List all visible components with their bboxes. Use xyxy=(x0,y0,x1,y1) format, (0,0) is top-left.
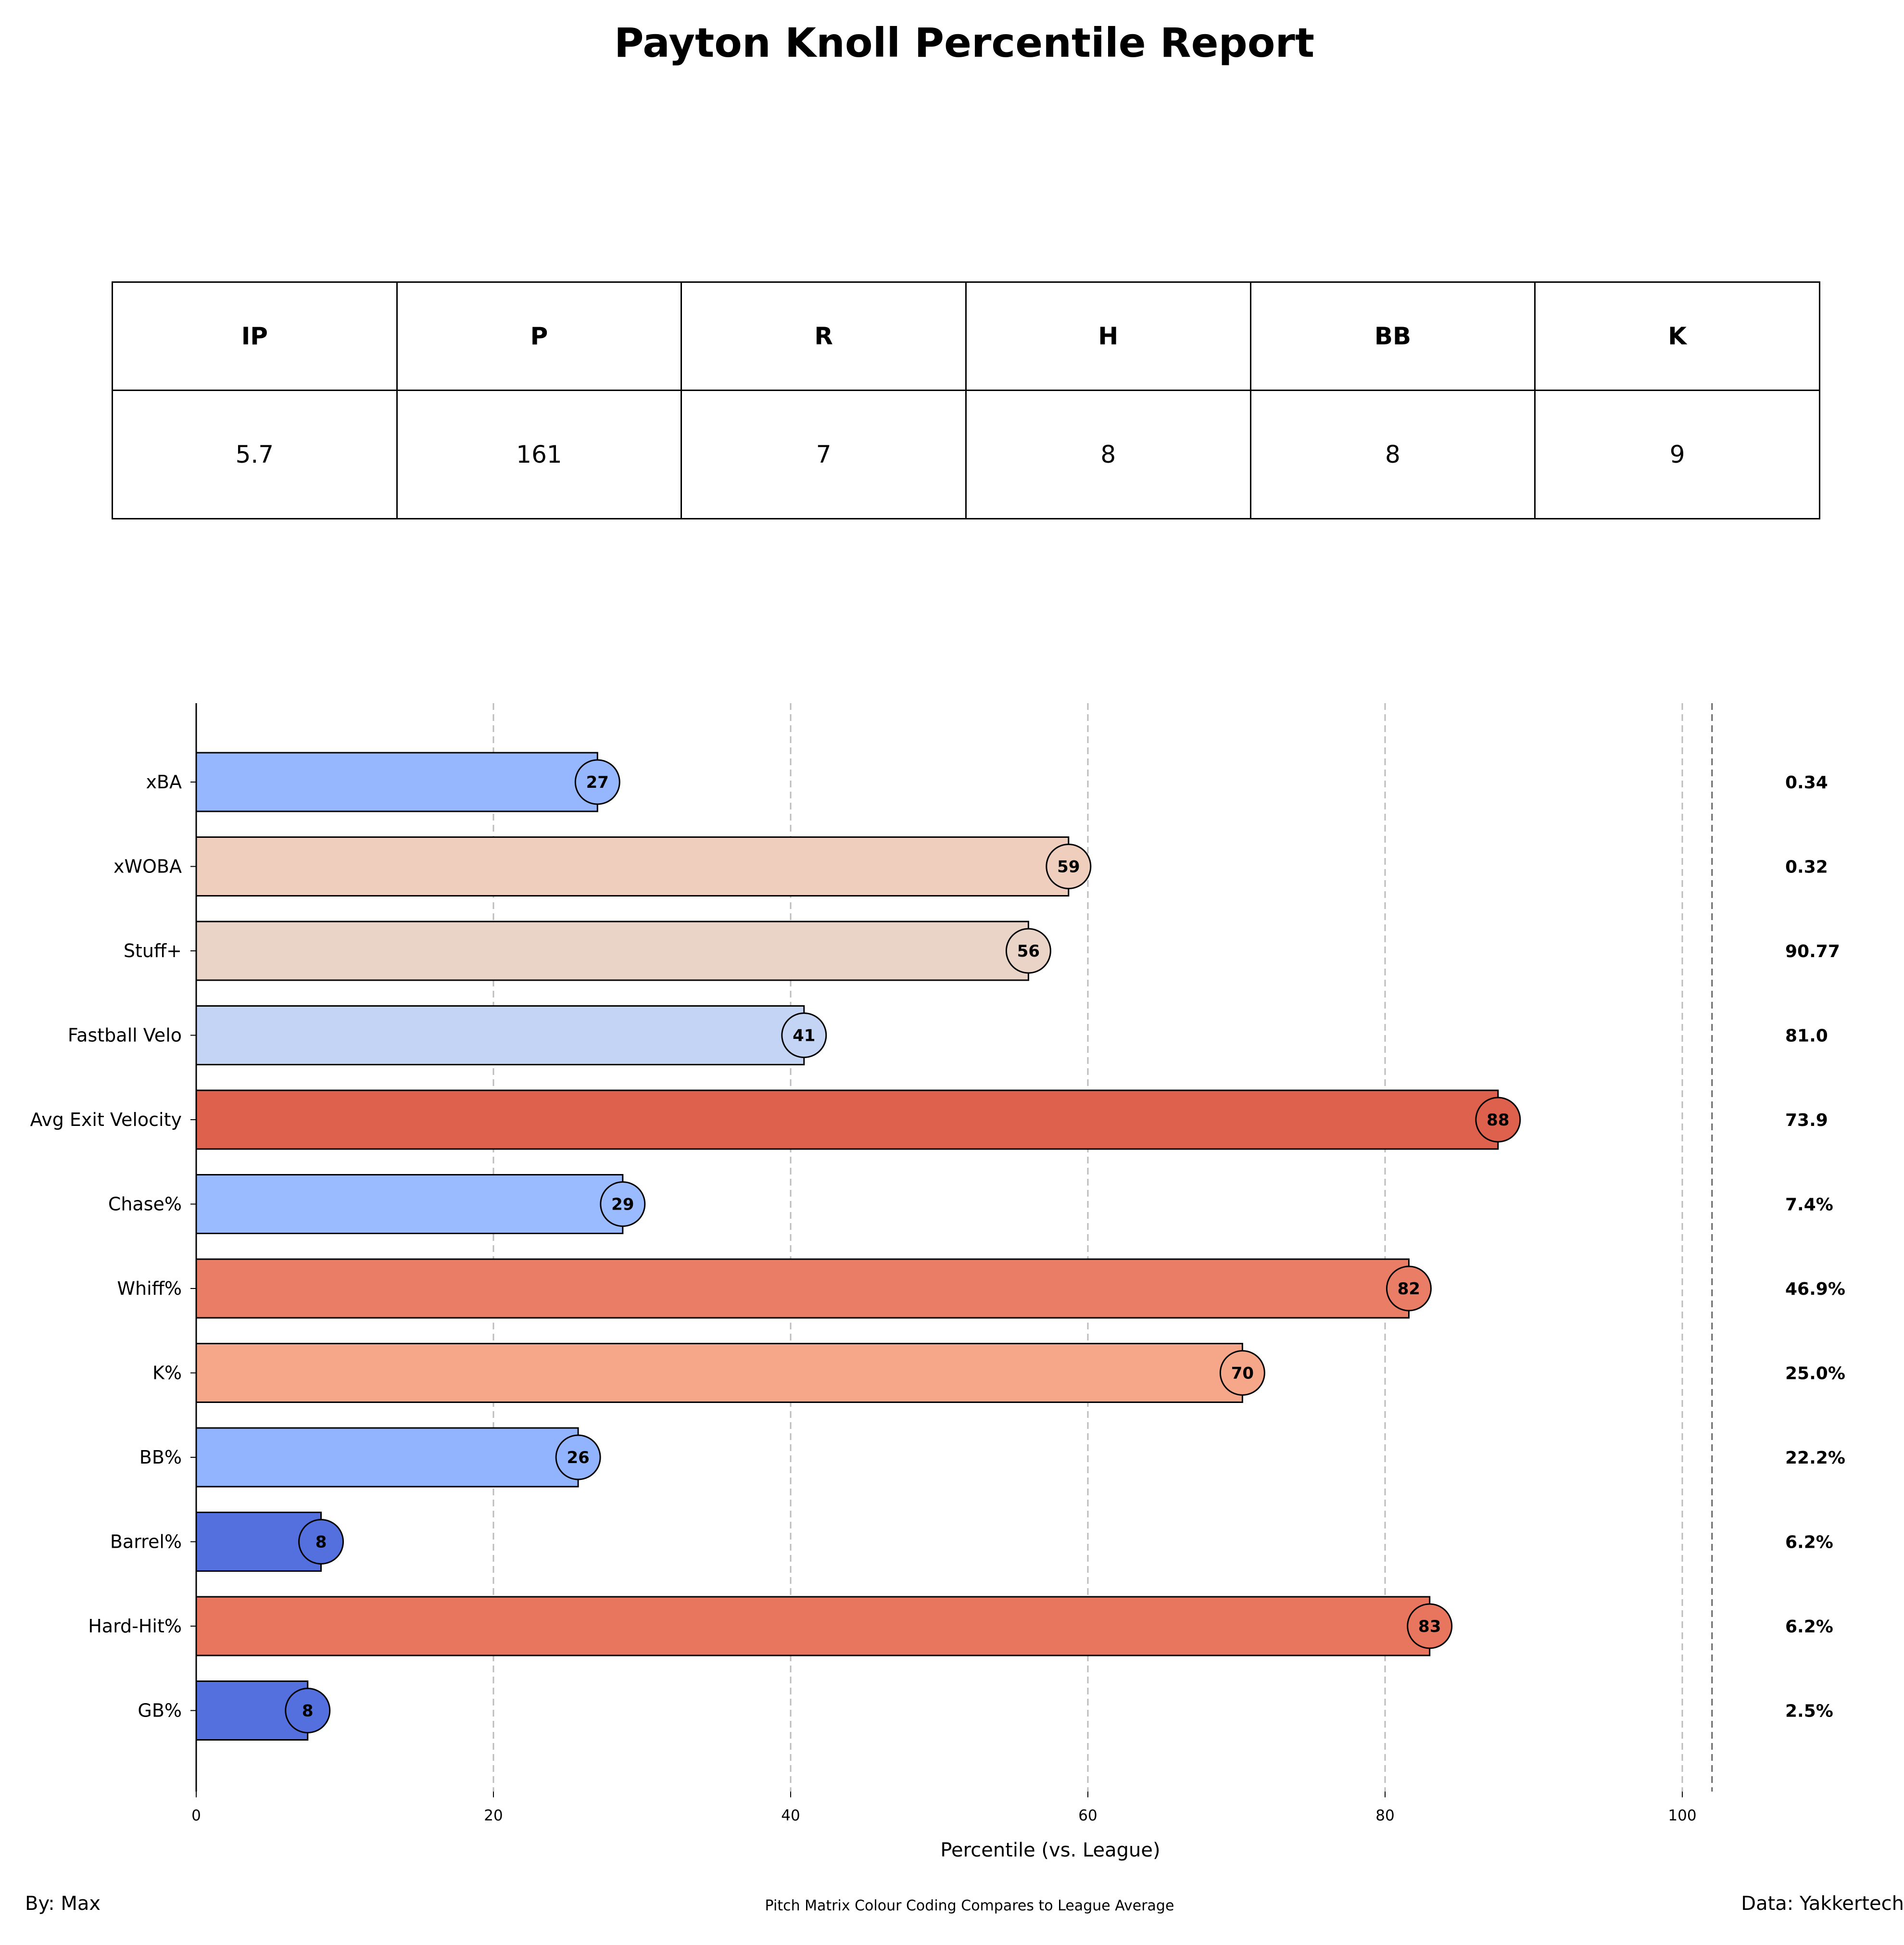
y-label-gb-: GB% xyxy=(138,1700,182,1721)
percentile-label-whiff-: 82 xyxy=(1398,1279,1420,1299)
percentile-marker-xwoba xyxy=(1046,844,1092,889)
y-label-avg-exit-velocity: Avg Exit Velocity xyxy=(30,1109,182,1130)
bar-xwoba xyxy=(195,836,1070,897)
percentile-label-k-: 70 xyxy=(1231,1364,1254,1383)
raw-value-fastball-velo: 81.0 xyxy=(1785,1026,1828,1046)
footer-source: Data: Yakkertech xyxy=(1741,1893,1904,1915)
x-tick-label-80: 80 xyxy=(1375,1807,1394,1824)
x-tick-label-40: 40 xyxy=(781,1807,800,1824)
percentile-label-avg-exit-velocity: 88 xyxy=(1487,1111,1509,1130)
raw-value-whiff-: 46.9% xyxy=(1785,1279,1845,1299)
bar-whiff- xyxy=(195,1258,1410,1319)
percentile-marker-hard-hit- xyxy=(1407,1603,1453,1649)
percentile-label-barrel-: 8 xyxy=(315,1533,327,1552)
stats-value-k: 9 xyxy=(1534,390,1820,519)
bar-stuff- xyxy=(195,921,1029,981)
percentile-marker-avg-exit-velocity xyxy=(1475,1097,1521,1143)
percentile-marker-xba xyxy=(574,759,620,805)
stats-value-h: 8 xyxy=(965,390,1251,519)
percentile-label-fastball-velo: 41 xyxy=(793,1026,815,1046)
raw-value-k-: 25.0% xyxy=(1785,1364,1845,1384)
raw-value-avg-exit-velocity: 73.9 xyxy=(1785,1111,1828,1130)
stats-value-bb: 8 xyxy=(1249,390,1536,519)
y-label-barrel-: Barrel% xyxy=(110,1531,182,1553)
stats-table: IP P R H BB K 5.7 161 7 8 8 9 xyxy=(112,281,1820,519)
percentile-label-chase-: 29 xyxy=(611,1195,634,1214)
y-label-xba: xBA xyxy=(146,771,182,793)
percentile-label-xwoba: 59 xyxy=(1057,858,1080,877)
stats-header-ip: IP xyxy=(112,281,398,391)
footer-credit: By: Max xyxy=(25,1893,101,1915)
bar-fastball-velo xyxy=(195,1005,805,1065)
percentile-marker-bb- xyxy=(555,1434,601,1480)
y-label-fastball-velo: Fastball Velo xyxy=(68,1025,182,1046)
x-tick-label-100: 100 xyxy=(1668,1807,1696,1824)
footer-note: Pitch Matrix Colour Coding Compares to L… xyxy=(765,1897,1174,1914)
stats-value-p: 161 xyxy=(396,390,682,519)
bar-hard-hit- xyxy=(195,1596,1431,1656)
percentile-marker-chase- xyxy=(600,1181,646,1227)
bar-xba xyxy=(195,752,598,812)
x-tick-label-20: 20 xyxy=(484,1807,503,1824)
percentile-label-hard-hit-: 83 xyxy=(1418,1617,1441,1636)
percentile-marker-k- xyxy=(1219,1350,1265,1396)
stats-header-h: H xyxy=(965,281,1251,391)
stats-value-r: 7 xyxy=(681,390,967,519)
raw-value-xba: 0.34 xyxy=(1785,773,1828,793)
raw-value-chase-: 7.4% xyxy=(1785,1195,1833,1215)
raw-value-bb-: 22.2% xyxy=(1785,1448,1845,1468)
stats-header-row: IP P R H BB K xyxy=(112,281,1820,391)
bar-k- xyxy=(195,1343,1243,1403)
percentile-marker-fastball-velo xyxy=(781,1012,827,1058)
raw-value-hard-hit-: 6.2% xyxy=(1785,1617,1833,1637)
x-tick-label-60: 60 xyxy=(1078,1807,1097,1824)
stats-header-p: P xyxy=(396,281,682,391)
raw-value-xwoba: 0.32 xyxy=(1785,858,1828,877)
stats-value-row: 5.7 161 7 8 8 9 xyxy=(112,390,1820,519)
percentile-marker-gb- xyxy=(285,1688,331,1733)
percentile-label-stuff-: 56 xyxy=(1017,942,1040,961)
x-axis-title: Percentile (vs. League) xyxy=(940,1839,1160,1861)
stats-header-r: R xyxy=(681,281,967,391)
report-title: Payton Knoll Percentile Report xyxy=(614,19,1315,66)
percentile-marker-whiff- xyxy=(1386,1265,1432,1312)
raw-value-gb-: 2.5% xyxy=(1785,1702,1833,1721)
y-label-chase-: Chase% xyxy=(108,1194,182,1215)
stats-header-bb: BB xyxy=(1249,281,1536,391)
y-label-bb-: BB% xyxy=(139,1447,182,1468)
stats-header-k: K xyxy=(1534,281,1820,391)
y-label-k-: K% xyxy=(152,1363,182,1384)
y-label-xwoba: xWOBA xyxy=(113,856,182,877)
percentile-label-gb-: 8 xyxy=(302,1702,314,1721)
percentile-marker-barrel- xyxy=(298,1519,344,1565)
percentile-label-bb-: 26 xyxy=(567,1448,589,1467)
bar-avg-exit-velocity xyxy=(195,1089,1499,1150)
percentile-label-xba: 27 xyxy=(586,773,609,792)
y-label-whiff-: Whiff% xyxy=(117,1278,182,1299)
stats-value-ip: 5.7 xyxy=(112,390,398,519)
bar-chase- xyxy=(195,1174,624,1234)
x-tick-label-0: 0 xyxy=(191,1807,201,1824)
y-label-stuff-: Stuff+ xyxy=(124,940,182,961)
bar-bb- xyxy=(195,1427,579,1488)
y-label-hard-hit-: Hard-Hit% xyxy=(88,1616,182,1637)
raw-value-stuff-: 90.77 xyxy=(1785,942,1840,961)
percentile-marker-stuff- xyxy=(1005,928,1051,974)
raw-value-barrel-: 6.2% xyxy=(1785,1533,1833,1553)
